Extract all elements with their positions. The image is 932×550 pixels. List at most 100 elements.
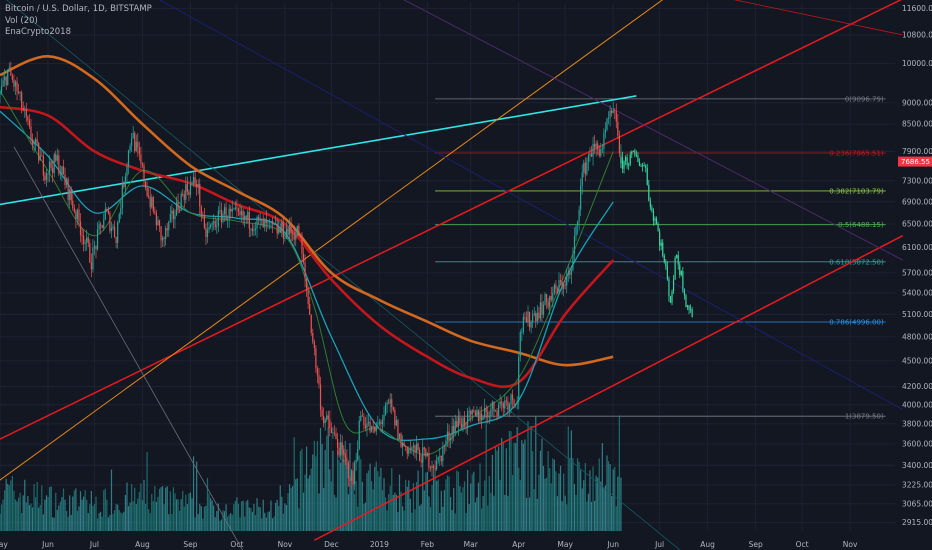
candle-body — [335, 433, 337, 440]
volume-bar — [28, 505, 31, 531]
volume-bar — [182, 490, 184, 531]
candle-body — [516, 401, 518, 405]
volume-bar — [44, 499, 46, 531]
volume-bar — [440, 490, 442, 531]
projection-body — [677, 255, 679, 265]
trendline — [313, 234, 904, 541]
volume-bar — [121, 513, 123, 531]
volume-bar — [89, 504, 91, 531]
candle-body — [357, 448, 359, 460]
candle-body — [592, 143, 594, 157]
volume-bar — [369, 463, 371, 531]
volume-bar — [213, 505, 215, 531]
candle-body — [329, 419, 331, 429]
candle-body — [41, 155, 43, 157]
candle-body — [542, 304, 545, 315]
price-tick-label: 5400.00 — [902, 289, 932, 298]
volume-bar — [341, 445, 343, 531]
candle-body — [115, 237, 117, 243]
candle-body — [250, 228, 252, 230]
price-tick-label: 6500.00 — [902, 220, 932, 229]
candle-body — [157, 220, 159, 226]
projection-body — [685, 295, 687, 307]
moving-average-line — [0, 110, 614, 442]
candle-body — [604, 129, 607, 134]
volume-bar — [38, 507, 40, 531]
candle-body — [480, 413, 483, 421]
volume-bar — [135, 504, 137, 531]
candle-body — [594, 143, 596, 148]
candle-body — [349, 478, 351, 481]
candle-body — [465, 426, 467, 428]
volume-bar — [0, 504, 3, 531]
projection-body — [679, 264, 681, 275]
candle-body — [92, 247, 94, 270]
volume-bar — [67, 516, 69, 531]
projection-body — [674, 257, 676, 280]
volume-bar — [400, 491, 402, 531]
candle-body — [569, 272, 571, 275]
candle-body — [174, 215, 176, 220]
volume-bar — [179, 510, 181, 531]
candle-body — [448, 431, 450, 441]
volume-bar — [511, 474, 514, 531]
candle-body — [316, 368, 319, 376]
volume-indicator-label[interactable]: Vol (20) — [5, 15, 38, 26]
candle-body — [144, 181, 147, 188]
candle-body — [547, 301, 549, 308]
volume-bar — [180, 499, 182, 531]
volume-bar — [101, 516, 103, 531]
volume-bar — [157, 496, 159, 531]
volume-bar — [208, 493, 210, 531]
candle-body — [27, 116, 29, 121]
candle-body — [183, 194, 185, 200]
volume-bar — [84, 490, 86, 531]
trendlines[interactable] — [0, 0, 904, 550]
volume-bar — [52, 517, 54, 531]
fib-level-label: 0.618(5872.50) — [829, 258, 884, 266]
candle-body — [528, 311, 531, 328]
volume-bar — [527, 421, 529, 531]
volume-bar — [59, 501, 61, 531]
time-tick-label: Sep — [749, 540, 763, 549]
candle-body — [463, 417, 466, 427]
candle-body — [513, 400, 515, 405]
symbol-title[interactable]: Bitcoin / U.S. Dollar, 1D, BITSTAMP — [5, 4, 152, 14]
volume-bar — [202, 518, 204, 531]
volume-bar — [323, 487, 325, 531]
volume-bar — [264, 512, 266, 531]
candle-body — [11, 75, 13, 80]
volume-bar — [112, 513, 114, 531]
candle-body — [377, 423, 379, 425]
volume-bar — [538, 474, 540, 531]
volume-bar — [530, 425, 532, 531]
volume-bar — [124, 494, 127, 531]
candle-body — [270, 221, 272, 222]
candle-body — [248, 211, 250, 229]
candle-body — [491, 401, 494, 409]
volume-bar — [86, 499, 88, 531]
volume-bar — [146, 452, 148, 531]
candle-body — [45, 173, 48, 181]
volume-bar — [470, 483, 472, 531]
candle-body — [279, 227, 281, 232]
volume-bar — [361, 481, 363, 531]
candle-body — [59, 173, 61, 175]
volume-bar — [549, 468, 551, 531]
price-axis[interactable]: 11600.00 10800.00 10000.00 9000.00 8500.00 79… — [898, 4, 932, 527]
candle-body — [352, 470, 354, 485]
volume-bar — [607, 461, 610, 531]
volume-bar — [120, 512, 122, 531]
candle-body — [482, 417, 484, 421]
candle-body — [405, 445, 407, 447]
projection-body — [657, 224, 659, 232]
time-axis[interactable]: May Jun Jul Aug Sep Oct Nov Dec 2019 Feb Mar Apr May… — [0, 540, 858, 549]
volume-bar — [24, 479, 26, 531]
candle-body — [346, 457, 348, 463]
candle-body — [437, 456, 439, 461]
volume-bar — [581, 488, 583, 531]
candle-body — [454, 421, 456, 433]
volume-bar — [536, 498, 538, 531]
candle-body — [414, 445, 416, 453]
